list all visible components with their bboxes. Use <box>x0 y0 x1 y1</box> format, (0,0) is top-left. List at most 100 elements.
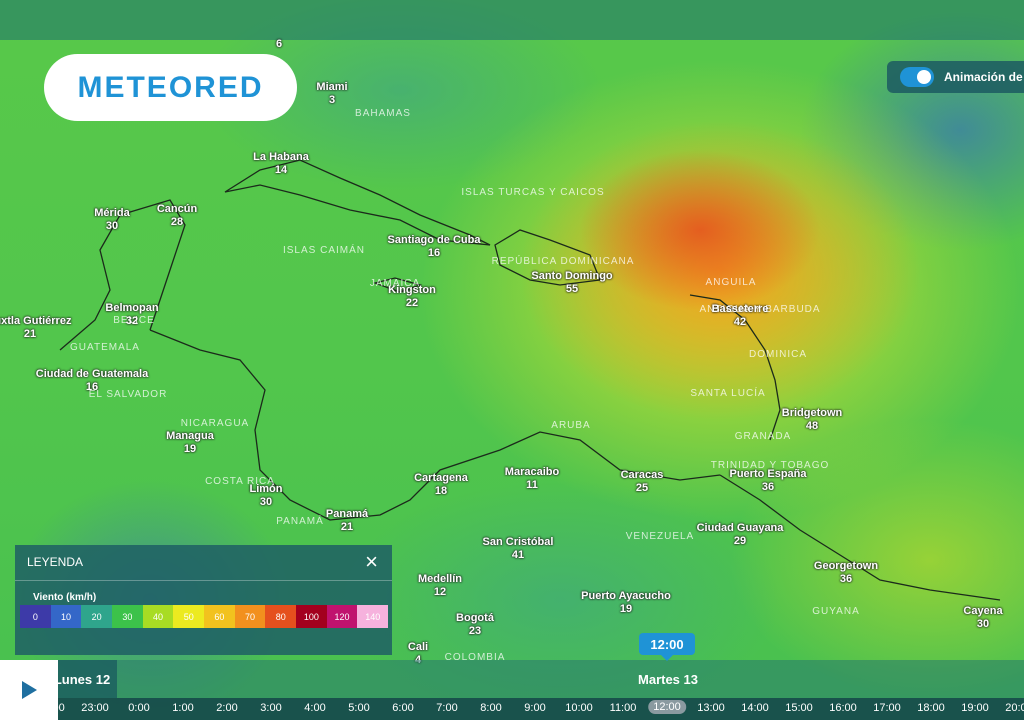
city-wind: 11 <box>526 479 538 491</box>
coast-cuba <box>224 159 491 246</box>
city-label: Bridgetown 48 <box>782 407 843 433</box>
city-name: Georgetown <box>813 560 879 572</box>
animation-toggle[interactable]: Animación de <box>887 61 1024 93</box>
region-label: EL SALVADOR <box>88 389 168 400</box>
hour-label[interactable]: 14:00 <box>741 702 769 714</box>
hour-label[interactable]: 15:00 <box>785 702 813 714</box>
city-name: Ciudad de Guatemala <box>35 368 149 380</box>
hour-label[interactable]: 20:00 <box>1005 702 1024 714</box>
legend-step: 60 <box>204 605 235 628</box>
hour-label[interactable]: 6:00 <box>392 702 414 714</box>
hour-label[interactable]: 11:00 <box>609 702 637 714</box>
region-label: TRINIDAD Y TOBAGO <box>710 460 830 471</box>
hour-label[interactable]: 10:00 <box>565 702 593 714</box>
selected-time: 12:00 <box>639 633 695 661</box>
city-wind: 12 <box>433 586 447 598</box>
region-label: ARUBA <box>551 420 591 431</box>
top-band <box>0 0 1024 40</box>
city-label: Puerto Ayacucho 19 <box>581 590 671 616</box>
region-label: ISLAS TURCAS Y CAICOS <box>461 187 605 198</box>
hour-label[interactable]: 2:00 <box>216 702 238 714</box>
legend-separator <box>15 580 392 581</box>
region-label: GRANADA <box>734 431 792 442</box>
legend-panel: LEYENDA × Viento (km/h) 0 10 20 30 40 50 60 70 8… <box>15 545 392 655</box>
legend-step: 40 <box>142 605 174 628</box>
legend-step: 50 <box>173 605 205 628</box>
hour-label[interactable]: 4:00 <box>304 702 326 714</box>
legend-step: 140 <box>357 605 389 628</box>
city-label: Miami 3 <box>316 81 347 107</box>
hour-label[interactable]: 23:00 <box>81 702 109 714</box>
legend-unit: Viento (km/h) <box>33 592 97 603</box>
city-wind: 30 <box>976 618 990 630</box>
city-name: Maracaibo <box>504 466 560 478</box>
city-label: Santo Domingo 55 <box>531 270 612 296</box>
hour-label[interactable]: 12:00 <box>648 700 686 714</box>
city-name: Mérida <box>94 207 130 219</box>
hour-label[interactable]: 9:00 <box>524 702 546 714</box>
day-label[interactable]: Lunes 12 <box>53 672 111 687</box>
city-wind: 19 <box>183 443 197 455</box>
hour-label[interactable]: 16:00 <box>829 702 857 714</box>
city-label: 6 <box>276 38 282 51</box>
region-label: REPÚBLICA DOMINICANA <box>491 256 635 267</box>
region-label: VENEZUELA <box>625 531 695 542</box>
city-name: Cartagena <box>414 472 468 484</box>
coast-yucatan <box>59 199 186 351</box>
hour-label[interactable]: 3:00 <box>260 702 282 714</box>
city-label: Ciudad de Guatemala 16 <box>36 368 148 394</box>
city-label: Kingston 22 <box>388 284 436 310</box>
city-label: Ciudad Guayana 29 <box>697 522 784 548</box>
city-wind: 19 <box>619 603 633 615</box>
city-name: Cali <box>407 641 429 653</box>
city-wind: 18 <box>434 485 448 497</box>
hour-label[interactable]: 13:00 <box>697 702 725 714</box>
region-label: JAMAICA <box>369 278 421 289</box>
legend-step: 20 <box>81 605 113 628</box>
legend-step: 80 <box>265 605 297 628</box>
city-label: Georgetown 36 <box>814 560 878 586</box>
city-label: Cartagena 18 <box>414 472 468 498</box>
legend-step: 30 <box>112 605 143 628</box>
city-label: La Habana 14 <box>253 151 309 177</box>
hour-label[interactable]: 5:00 <box>348 702 370 714</box>
toggle-switch[interactable] <box>900 67 934 87</box>
hour-label[interactable]: 0:00 <box>128 702 150 714</box>
city-name: Puerto España <box>729 468 807 480</box>
coast-central-america <box>149 329 721 521</box>
region-label: COSTA RICA <box>205 476 275 487</box>
region-label: ANTIGUA Y BARBUDA <box>699 304 821 315</box>
region-label: NICARAGUA <box>180 418 250 429</box>
city-wind: 41 <box>511 549 525 561</box>
city-name: Cancún <box>156 203 198 215</box>
day-label[interactable]: Martes 13 <box>638 672 698 687</box>
city-wind: 55 <box>565 283 579 295</box>
play-button[interactable] <box>0 660 58 720</box>
city-name: La Habana <box>253 151 309 163</box>
hour-label[interactable]: 7:00 <box>436 702 458 714</box>
legend-close[interactable]: × <box>365 549 378 574</box>
logo[interactable]: METEORED <box>44 54 297 121</box>
city-name: Basseterre <box>711 303 769 315</box>
city-wind: 42 <box>733 316 747 328</box>
hour-label[interactable]: 17:00 <box>873 702 901 714</box>
city-wind: 32 <box>125 315 139 327</box>
city-wind: 21 <box>340 521 354 533</box>
city-label: Medellín 12 <box>418 573 462 599</box>
legend-step: 100 <box>296 605 327 628</box>
city-name: Kingston <box>388 284 436 296</box>
city-name: Medellín <box>417 573 463 585</box>
hour-label[interactable]: 18:00 <box>917 702 945 714</box>
city-name: Bogotá <box>456 612 494 624</box>
city-name: Panamá <box>325 508 369 520</box>
city-wind: 36 <box>761 481 775 493</box>
hour-label[interactable]: 19:00 <box>961 702 989 714</box>
city-wind: 3 <box>328 94 336 106</box>
city-wind: 28 <box>170 216 184 228</box>
hour-label[interactable]: 1:00 <box>172 702 194 714</box>
hour-row: 22:0023:000:001:002:003:004:005:006:007:… <box>0 698 1024 720</box>
hour-label[interactable]: 8:00 <box>480 702 502 714</box>
city-label: Limón 30 <box>250 483 283 509</box>
city-label: Managua 19 <box>166 430 214 456</box>
